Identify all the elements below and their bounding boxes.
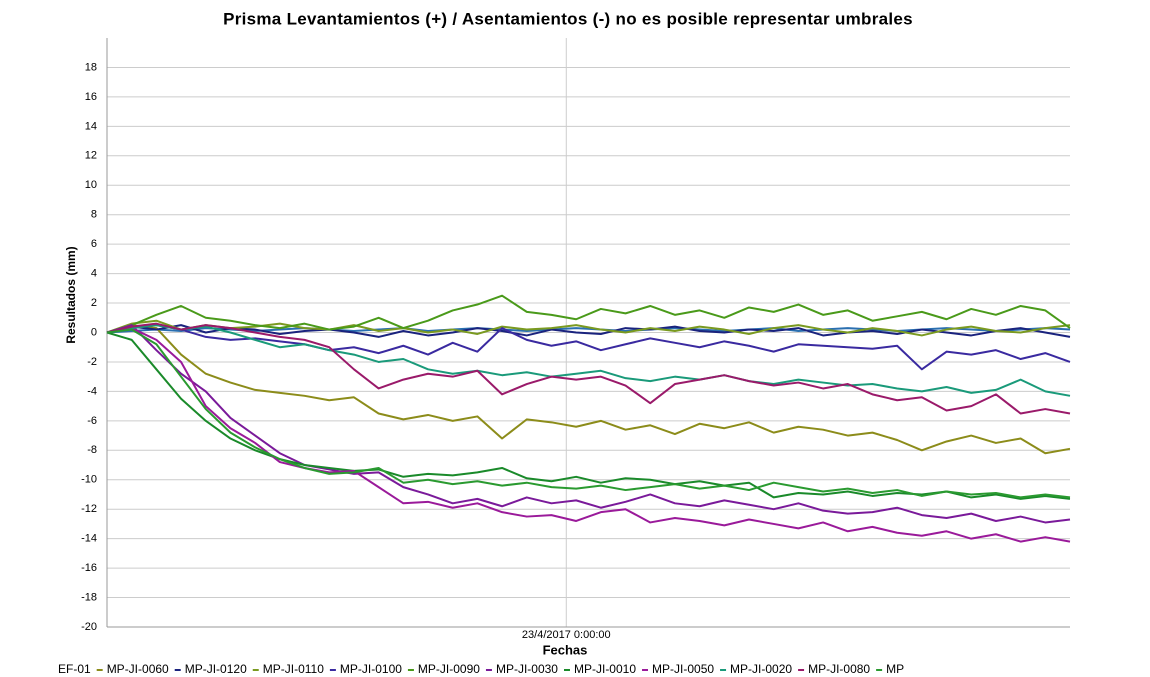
y-tick-label: 12 (85, 150, 97, 162)
y-tick-label: -6 (87, 415, 97, 427)
y-tick-label: -12 (81, 503, 97, 515)
y-tick-label: -2 (87, 356, 97, 368)
y-tick-label: -14 (81, 533, 97, 545)
series-line (106, 294, 1071, 334)
legend-label: MP-JI-0080 (808, 662, 870, 676)
y-tick-label: 8 (91, 209, 97, 221)
series-line (106, 327, 1071, 334)
series-line (106, 322, 1071, 415)
series-line (106, 324, 1071, 524)
chart-title: Prisma Levantamientos (+) / Asentamiento… (223, 9, 913, 28)
x-tick-label: 23/4/2017 0:00:00 (522, 629, 611, 641)
y-tick-label: 10 (85, 179, 97, 191)
y-tick-label: -10 (81, 474, 97, 486)
series-line (106, 319, 1071, 337)
legend-label: MP-JI-0010 (574, 662, 636, 676)
y-tick-label: -18 (81, 591, 97, 603)
legend-label: MP-JI-0020 (730, 662, 792, 676)
y-tick-label: 2 (91, 297, 97, 309)
legend-label: MP-JI-0110 (263, 662, 324, 676)
legend-label: MP (886, 662, 904, 676)
y-tick-label: -16 (81, 562, 97, 574)
y-tick-label: -20 (81, 621, 97, 633)
y-tick-label: -4 (87, 385, 97, 397)
series-line (106, 324, 1071, 397)
y-axis-label: Resultados (mm) (64, 246, 78, 343)
x-axis-label: Fechas (543, 642, 588, 657)
y-tick-label: 6 (91, 238, 97, 250)
y-tick-label: 18 (85, 61, 97, 73)
y-tick-label: 14 (85, 120, 97, 132)
legend-label: MP-JI-0060 (107, 662, 169, 676)
series-line (106, 328, 1071, 499)
series-line (106, 324, 1071, 338)
legend-label: MP-JI-0090 (418, 662, 480, 676)
legend-label: MP-JI-0100 (340, 662, 402, 676)
y-tick-label: 4 (91, 268, 97, 280)
legend-label: MP-JI-0030 (496, 662, 558, 676)
legend-label: EF-01 (58, 662, 91, 676)
y-tick-label: 16 (85, 91, 97, 103)
legend-label: MP-JI-0120 (185, 662, 247, 676)
y-tick-label: -8 (87, 444, 97, 456)
y-tick-label: 0 (91, 326, 97, 338)
series-line (106, 324, 1071, 455)
series-line (106, 324, 1071, 371)
series-line (106, 331, 1071, 500)
legend-label: MP-JI-0050 (652, 662, 714, 676)
